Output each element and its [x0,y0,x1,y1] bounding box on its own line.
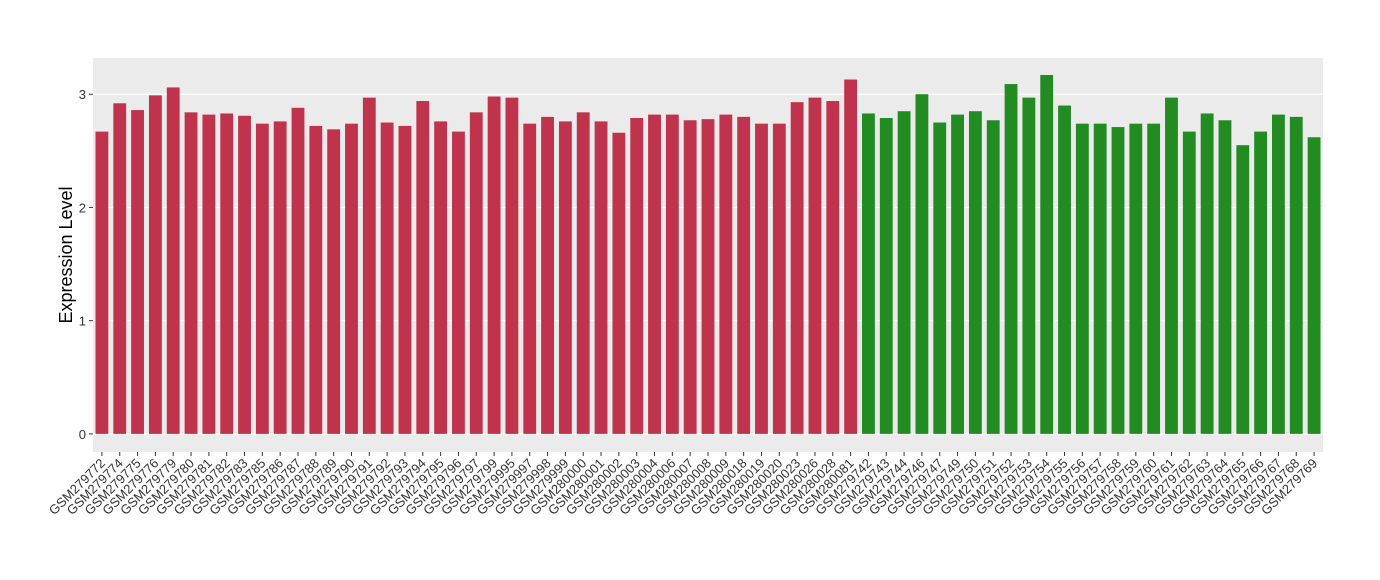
bar [1200,113,1214,434]
bar [148,95,162,434]
bar [612,132,626,434]
bar [808,97,822,434]
bar [220,113,234,434]
bar [1075,123,1089,434]
bar [1307,137,1321,434]
bar [505,97,519,434]
bar [487,96,501,434]
bar [380,122,394,434]
bar [398,125,412,434]
bar [665,114,679,434]
bar [345,123,358,434]
bar [452,131,465,434]
bar [416,101,430,434]
bar [986,120,1000,434]
bar [826,101,840,434]
bar [327,129,341,434]
bar [113,103,127,434]
bar [362,97,376,434]
bar [719,114,733,434]
bar [630,118,644,434]
bar [255,123,269,434]
bar [897,111,911,434]
bar [273,121,287,434]
bar [558,121,572,434]
bar [1129,123,1143,434]
bar [1289,116,1303,434]
bar [131,110,144,434]
bar [1040,74,1054,434]
bar [790,102,804,434]
bar [879,118,893,434]
bar [1093,123,1107,434]
bar [951,114,964,434]
bar [166,87,180,434]
bar [238,115,251,434]
bar [1165,97,1178,434]
bar [541,116,554,434]
y-tick-label: 0 [79,427,86,442]
bar [737,116,751,434]
bar [1236,145,1250,434]
y-axis-title: Expression Level [56,186,76,323]
bar [683,120,697,434]
bar [202,114,216,434]
bar [862,113,875,434]
bar [523,123,537,434]
bar [576,112,590,434]
bar [755,123,768,434]
bar [594,121,608,434]
bar [309,125,323,434]
bar [968,111,982,434]
bar [772,123,786,434]
bar [434,121,448,434]
bar [701,119,715,434]
bar [469,112,483,434]
bar [1272,114,1285,434]
bar [915,94,929,434]
y-tick-label: 1 [79,314,86,329]
bar [1004,84,1018,434]
bar [1182,131,1196,434]
bar [184,112,198,434]
bar [291,107,305,434]
bar [844,79,858,434]
bar [1147,123,1161,434]
bar [95,131,109,434]
bar [1022,97,1036,434]
y-tick-label: 3 [79,87,86,102]
bar [648,114,661,434]
bar [1218,120,1232,434]
bar [1254,131,1268,434]
y-tick-label: 2 [79,200,86,215]
bar [1111,127,1125,434]
bar [933,122,947,434]
bar [1058,105,1071,434]
